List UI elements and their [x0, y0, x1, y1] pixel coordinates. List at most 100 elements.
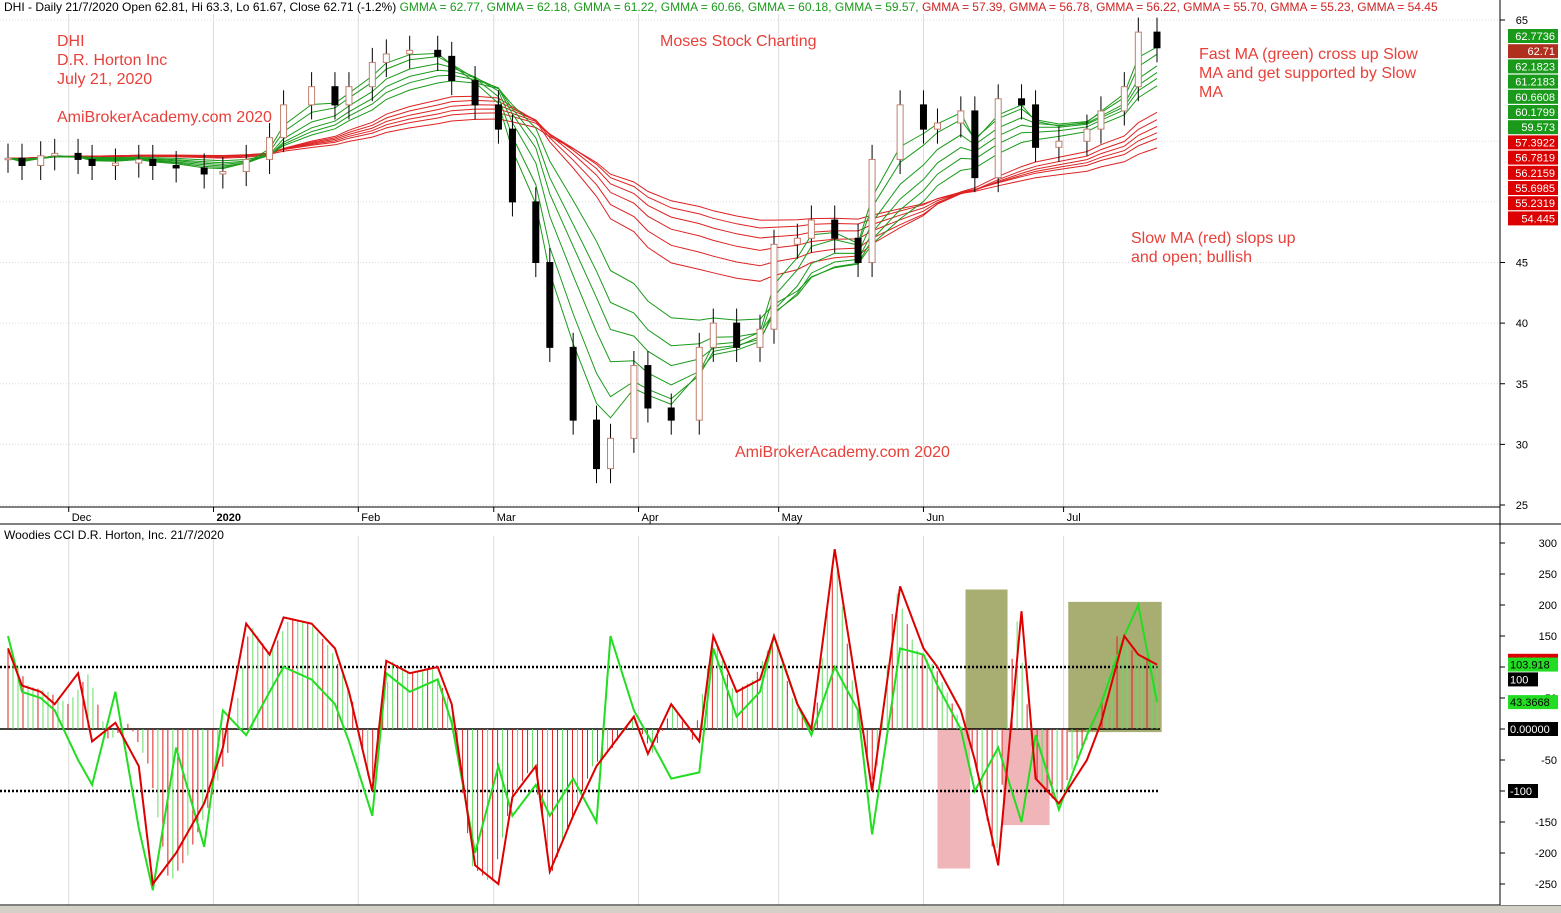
- gmma-red-6: GMMA = 54.45: [1357, 0, 1438, 14]
- gmma-green-4: GMMA = 60.66,: [660, 0, 745, 14]
- candle-down: [74, 152, 82, 160]
- cci-histogram-and-lines: [0, 549, 1160, 891]
- candle-down: [1153, 31, 1161, 49]
- gmma-lines: [7, 46, 1158, 419]
- slow-ma-note: Slow MA (red) slops up and open; bullish: [1131, 230, 1296, 266]
- candle-down: [854, 237, 862, 263]
- candle-up: [994, 98, 1002, 179]
- candle-down: [200, 167, 208, 175]
- candle-down: [919, 104, 927, 130]
- price-value-tag-label: 60.6608: [1515, 92, 1555, 104]
- candle-up: [756, 328, 764, 348]
- cci-value-tag: [1508, 672, 1538, 687]
- candle-up: [242, 158, 250, 173]
- candle-up: [51, 152, 59, 157]
- gmma-red-5: GMMA = 55.23,: [1270, 0, 1354, 14]
- candle-up: [807, 219, 815, 239]
- candle-up: [308, 86, 316, 106]
- candle-up: [957, 110, 965, 124]
- cci-value-tag: [1508, 657, 1558, 672]
- date-label: July 21, 2020: [57, 71, 153, 88]
- cci-value-tag: [1508, 722, 1558, 736]
- candle-down: [448, 55, 456, 82]
- cci-y-tick-label: 250: [1539, 569, 1557, 581]
- x-tick-label: May: [782, 512, 803, 524]
- bullish-highlight-box: [965, 589, 1008, 729]
- price-value-tag: [1508, 120, 1558, 135]
- gmma-green-2: GMMA = 62.18,: [486, 0, 571, 14]
- x-tick-label: 2020: [217, 512, 241, 524]
- price-value-tag-label: 62.1823: [1515, 61, 1555, 73]
- candle-up: [1134, 31, 1142, 88]
- candle-down: [172, 165, 180, 169]
- candle-down: [831, 219, 839, 239]
- x-tick-label: Mar: [497, 512, 516, 524]
- cci-y-tick-label: 200: [1539, 600, 1557, 612]
- ticker-label: DHI: [57, 33, 85, 50]
- x-tick-label: Jun: [926, 512, 944, 524]
- gmma-green-5: GMMA = 60.18,: [747, 0, 832, 14]
- candle-down: [508, 128, 516, 203]
- gmma-red-1: GMMA = 57.39,: [921, 0, 1006, 14]
- candle-up: [111, 162, 119, 166]
- price-value-tag: [1508, 59, 1558, 74]
- price-value-tag: [1508, 196, 1558, 211]
- cci-value-tag-label: 43.3668: [1510, 697, 1550, 709]
- price-y-tick-label: 45: [1516, 258, 1528, 270]
- gmma-green-1: GMMA = 62.77,: [399, 0, 484, 14]
- price-value-tag: [1508, 29, 1558, 43]
- author-label: Moses Stock Charting: [660, 33, 817, 50]
- cci-value-tag: [1508, 784, 1538, 798]
- price-value-tag: [1508, 44, 1558, 59]
- candle-up: [868, 158, 876, 263]
- sheet-tab-bar[interactable]: [0, 905, 1561, 913]
- price-value-tag-label: 56.2159: [1515, 168, 1555, 180]
- cci-y-tick-label: -50: [1541, 755, 1557, 767]
- candle-up: [709, 322, 717, 348]
- price-value-tag-label: 56.7819: [1515, 153, 1555, 165]
- candle-up: [280, 104, 288, 139]
- candle-up: [1055, 140, 1063, 148]
- candle-up: [345, 86, 353, 106]
- candle-up: [266, 137, 274, 160]
- x-tick-label: Feb: [361, 512, 380, 524]
- price-value-tag-label: 55.2319: [1515, 198, 1555, 210]
- gmma-slow-line: [7, 95, 1158, 282]
- site-label-top: AmiBrokerAcademy.com 2020: [57, 109, 272, 126]
- candle-up: [1097, 110, 1105, 130]
- gmma-fast-line: [7, 63, 1158, 386]
- price-value-tag-label: 55.6985: [1515, 183, 1555, 195]
- candle-down: [471, 80, 479, 106]
- price-value-tag: [1508, 181, 1558, 195]
- candle-up: [406, 49, 414, 55]
- price-value-tag-label: 62.7736: [1515, 31, 1555, 43]
- price-value-tag-label: 62.71: [1527, 46, 1555, 58]
- price-value-tag: [1508, 165, 1558, 180]
- site-label-bottom: AmiBrokerAcademy.com 2020: [735, 444, 950, 461]
- candle-up: [368, 61, 376, 88]
- candle-down: [18, 157, 26, 167]
- candle-up: [1083, 128, 1091, 142]
- price-value-tag-label: 60.1799: [1515, 107, 1555, 119]
- candle-up: [219, 171, 227, 175]
- cci-slow-line: [7, 549, 1158, 887]
- x-tick-label: Apr: [642, 512, 659, 524]
- price-y-tick-label: 25: [1516, 500, 1528, 512]
- price-value-tag: [1508, 150, 1558, 165]
- cci-value-tag-label: 103.918: [1510, 660, 1550, 672]
- cci-value-tag: [1508, 695, 1558, 710]
- gmma-fast-line: [7, 46, 1158, 419]
- price-y-tick-label: 30: [1516, 439, 1528, 451]
- cci-panel-title: Woodies CCI D.R. Horton, Inc. 21/7/2020: [4, 528, 224, 542]
- gmma-red-3: GMMA = 56.22,: [1096, 0, 1180, 14]
- candle-down: [593, 419, 601, 470]
- gmma-green-3: GMMA = 61.22,: [573, 0, 658, 14]
- gmma-fast-line: [7, 74, 1158, 347]
- cci-y-tick-label: -200: [1535, 848, 1557, 860]
- candle-up: [770, 243, 778, 330]
- candle-down: [546, 262, 554, 348]
- candle-down: [331, 86, 339, 106]
- cci-y-tick-label: -150: [1535, 817, 1557, 829]
- candle-down: [434, 49, 442, 57]
